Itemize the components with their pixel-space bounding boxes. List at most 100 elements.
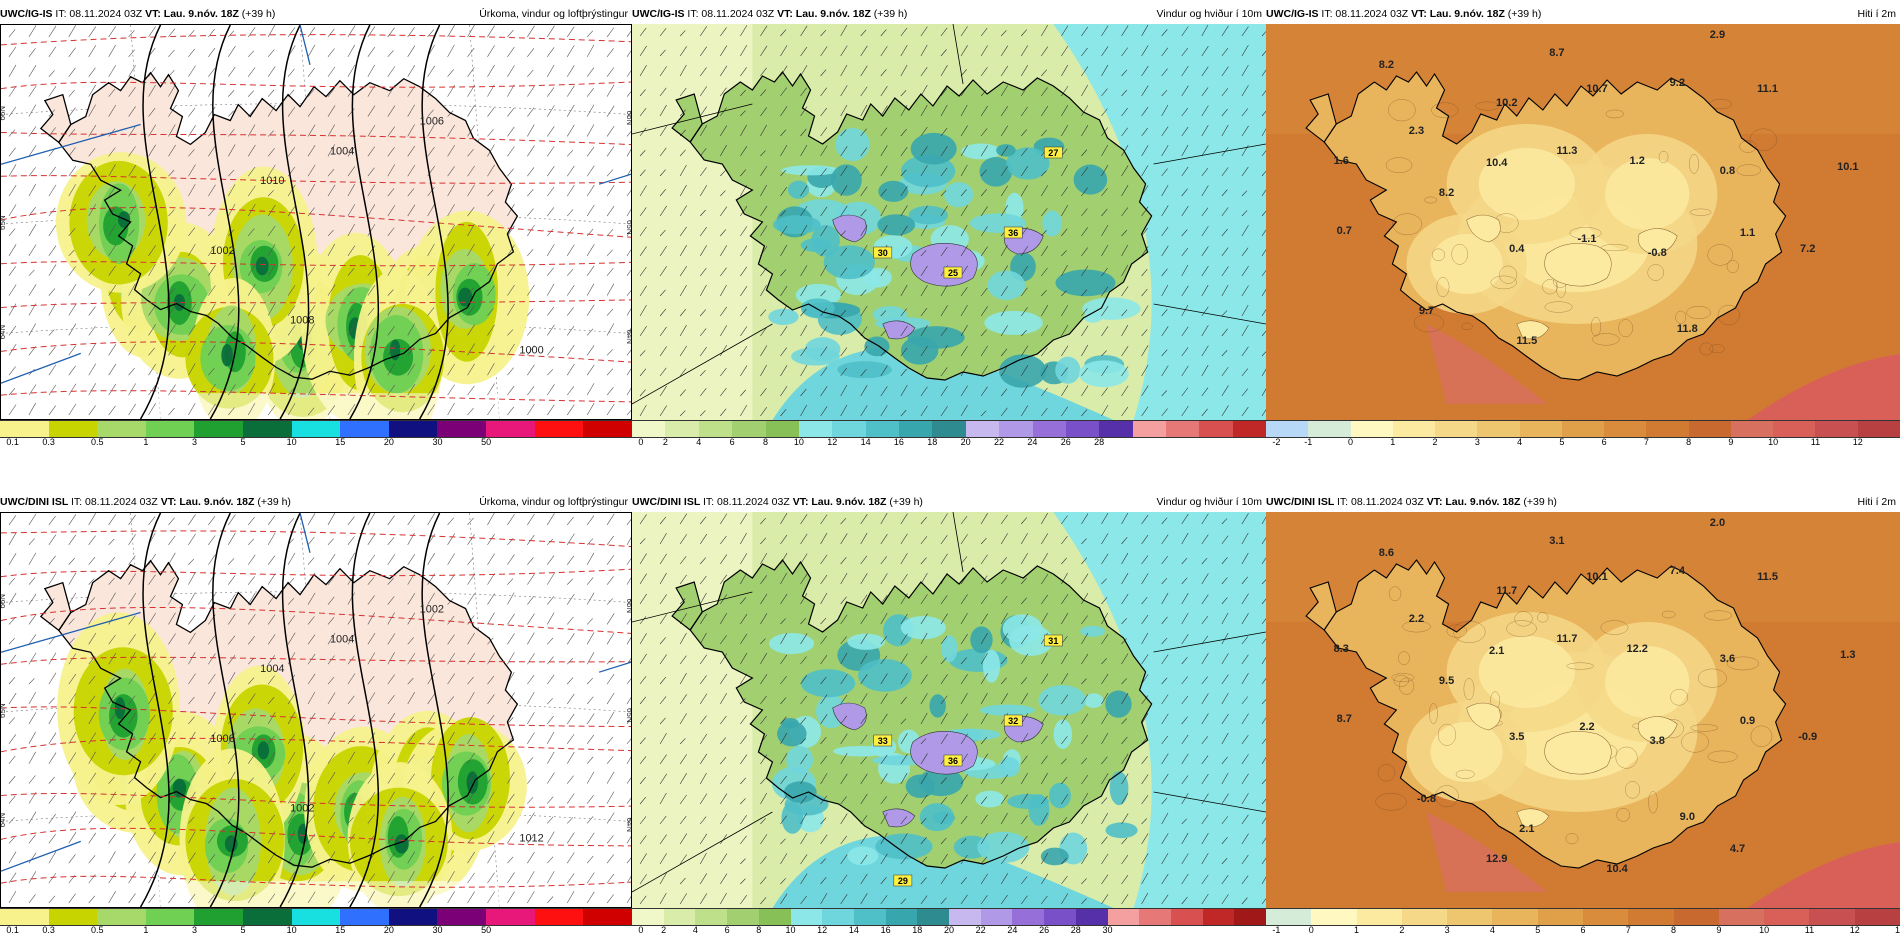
colorbar-tick-label: 1 bbox=[143, 437, 149, 447]
latitude-label-left: 66N bbox=[1, 106, 7, 121]
latitude-label-right: 66N bbox=[625, 111, 631, 126]
gust-label: 36 bbox=[948, 756, 958, 766]
latitude-label-left: 65N bbox=[1, 215, 7, 230]
colorbar-tick-label: 30 bbox=[432, 925, 443, 935]
temperature-label: 0.9 bbox=[1740, 715, 1755, 727]
valid-time-prefix: VT: bbox=[1426, 496, 1446, 508]
colorbar-swatch bbox=[1815, 421, 1858, 437]
isobars bbox=[139, 25, 449, 419]
colorbar-tick-label: 11 bbox=[1804, 925, 1815, 935]
isobar-label: 1008 bbox=[290, 314, 314, 326]
colorbar-swatch bbox=[145, 421, 195, 437]
temperature-label: 8.2 bbox=[1379, 59, 1394, 71]
colorbar-swatch bbox=[194, 909, 244, 925]
colorbar-swatch bbox=[1065, 421, 1100, 437]
colorbar-tick-label: 11 bbox=[1810, 437, 1821, 447]
colorbar-swatch bbox=[1170, 909, 1203, 925]
colorbar-swatch bbox=[1673, 909, 1719, 925]
isobar-label: 1002 bbox=[210, 245, 234, 257]
temperature-label: 9.7 bbox=[1419, 305, 1434, 317]
colorbar-swatch bbox=[97, 421, 146, 437]
colorbar-swatch bbox=[437, 909, 487, 925]
model-name: UWC/DINI ISL bbox=[0, 496, 71, 508]
init-time: IT: 08.11.2024 03Z bbox=[70, 496, 161, 508]
temperature-label: 2.2 bbox=[1579, 721, 1594, 733]
colorbar-tick-label: 6 bbox=[1580, 925, 1586, 935]
map-canvas: 8.2 8.7 2.9 1.6 2.3 10.2 10.7 9.2 11.1 10.4 11.3 1.… bbox=[1266, 24, 1900, 420]
latitude-label-right: 64N bbox=[625, 817, 631, 832]
colorbar-swatch bbox=[48, 909, 98, 925]
temperature-field bbox=[1385, 98, 1778, 356]
colorbar-tick-label: 28 bbox=[1070, 925, 1081, 935]
colorbar-swatches bbox=[632, 908, 1267, 926]
colorbar-tick-label: 4 bbox=[1489, 925, 1495, 935]
colorbar-swatch bbox=[632, 421, 666, 437]
colorbar-tick-label: 8 bbox=[756, 925, 762, 935]
colorbar-swatch bbox=[1099, 421, 1133, 437]
valid-time: Lau. 9.nóv. 18Z bbox=[795, 8, 874, 20]
colorbar-tick-label: 0.3 bbox=[42, 437, 55, 447]
model-name: UWC/IG-IS bbox=[1266, 8, 1322, 20]
colorbar-swatches bbox=[0, 420, 632, 438]
lead-time: (+39 h) bbox=[873, 8, 908, 20]
temperature-label: 10.2 bbox=[1496, 97, 1517, 109]
colorbar-tick-label: 10 bbox=[286, 925, 297, 935]
temperature-label: 11.1 bbox=[1757, 83, 1778, 95]
temperature-label: 10.4 bbox=[1606, 863, 1628, 875]
latitude-label-left: 66N bbox=[1, 594, 7, 609]
map-panel-temp-row2: UWC/DINI ISL IT: 08.11.2024 03Z VT: Lau.… bbox=[1266, 494, 1900, 938]
valid-time-prefix: VT: bbox=[160, 496, 180, 508]
latitude-label-right: 65N bbox=[625, 708, 631, 723]
latitude-label-left: 64N bbox=[1, 325, 7, 340]
temperature-label: 9.0 bbox=[1680, 811, 1695, 823]
map-svg: 31 32 36 33 29 bbox=[632, 512, 1266, 908]
colorbar-swatch bbox=[340, 909, 389, 925]
colorbar-tick-label: 20 bbox=[943, 925, 955, 935]
wind-arrows bbox=[8, 513, 631, 904]
colorbar-tick-label: 10 bbox=[785, 925, 796, 935]
colorbar-swatch bbox=[832, 421, 866, 437]
latitude-label-right: 64N bbox=[625, 329, 631, 344]
latitude-label-right: 65N bbox=[625, 220, 631, 235]
colorbar-swatch bbox=[534, 421, 584, 437]
temperature-contours bbox=[1, 530, 631, 888]
model-name: UWC/DINI ISL bbox=[1266, 496, 1337, 508]
panel-header: UWC/IG-IS IT: 08.11.2024 03Z VT: Lau. 9.… bbox=[0, 6, 632, 22]
valid-time: Lau. 9.nóv. 18Z bbox=[163, 8, 242, 20]
colorbar-swatch bbox=[1561, 421, 1605, 437]
colorbar-tick-label: 3 bbox=[1444, 925, 1450, 935]
colorbar-tick-label: -1 bbox=[1304, 437, 1313, 447]
colorbar-swatch bbox=[1773, 421, 1816, 437]
panel-header: UWC/IG-IS IT: 08.11.2024 03Z VT: Lau. 9.… bbox=[632, 6, 1266, 22]
gust-label: 33 bbox=[878, 736, 888, 746]
temperature-label: 2.0 bbox=[1710, 517, 1725, 529]
gust-label-box bbox=[873, 734, 893, 747]
temperature-label: -0.8 bbox=[1417, 793, 1436, 805]
colorbar-tick-label: 3 bbox=[191, 437, 197, 447]
colorbar-tick-label: 5 bbox=[1535, 925, 1541, 935]
colorbar-tick-label: 18 bbox=[912, 925, 923, 935]
valid-time-prefix: VT: bbox=[777, 8, 796, 20]
gust-label-box bbox=[873, 246, 893, 259]
colorbar-tick-label: 10 bbox=[1768, 437, 1779, 447]
colorbar-tick-label: 8 bbox=[762, 437, 768, 447]
colorbar-swatch bbox=[243, 421, 292, 437]
colorbar-tick-label: 0.5 bbox=[90, 925, 104, 935]
colorbar-ticks: 0 2 4 6 8 10 12 14 16 18 20 22 24 26 28 bbox=[632, 437, 1266, 449]
temperature-label: 2.1 bbox=[1519, 823, 1534, 835]
colorbar: 0 2 4 6 8 10 12 14 16 18 20 22 24 26 28 30 bbox=[632, 908, 1267, 938]
lead-time: (+39 h) bbox=[241, 8, 276, 20]
temperature-label: 2.3 bbox=[1409, 125, 1424, 137]
colorbar-swatch bbox=[695, 909, 728, 925]
colorbar-tick-label: 2 bbox=[661, 925, 667, 935]
colorbar-swatch bbox=[1646, 421, 1689, 437]
colorbar-tick-label: 1 bbox=[143, 925, 149, 935]
colorbar: 0.1 0.3 0.5 1 3 5 10 15 20 30 50 bbox=[0, 420, 632, 450]
model-name: UWC/IG-IS bbox=[0, 8, 56, 20]
temperature-label: 11.7 bbox=[1557, 633, 1578, 645]
valid-time-prefix: VT: bbox=[1411, 8, 1430, 20]
colorbar-tick-label: 10 bbox=[793, 437, 804, 447]
colorbar-swatches bbox=[632, 420, 1267, 438]
wind-arrows bbox=[8, 25, 631, 416]
colorbar-swatch bbox=[798, 421, 833, 437]
